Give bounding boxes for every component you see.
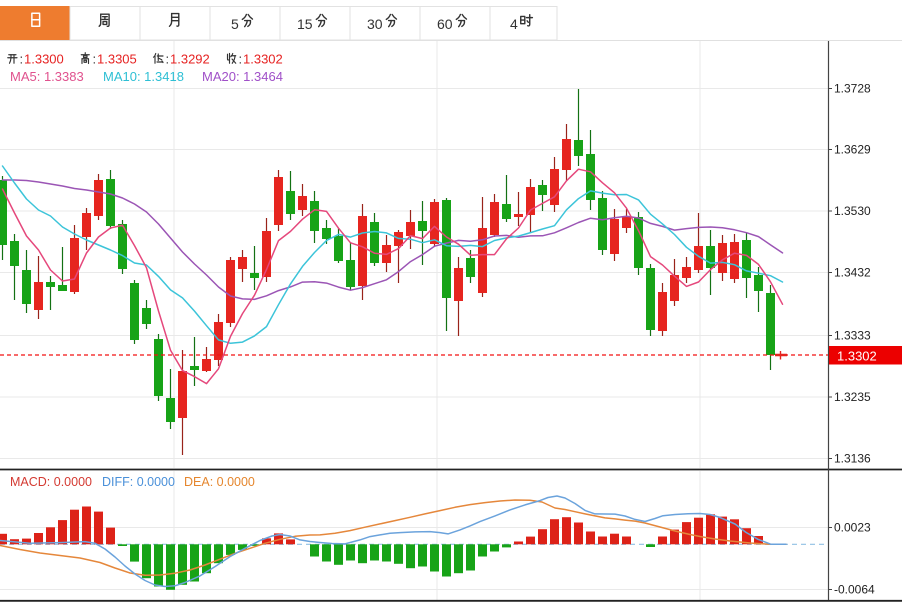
svg-text:DIFF: 0.0000: DIFF: 0.0000 — [102, 475, 175, 489]
svg-text:60: 60 — [437, 16, 453, 32]
svg-text:MA5: 1.3383: MA5: 1.3383 — [10, 69, 84, 84]
svg-text::: : — [20, 52, 24, 67]
svg-text:1.3136: 1.3136 — [834, 452, 871, 466]
svg-text:MA20: 1.3464: MA20: 1.3464 — [202, 69, 283, 84]
svg-text:1.3305: 1.3305 — [97, 52, 137, 67]
svg-text:1.3728: 1.3728 — [834, 82, 871, 96]
svg-text::: : — [93, 52, 97, 67]
svg-text:DEA: 0.0000: DEA: 0.0000 — [184, 475, 255, 489]
svg-text::: : — [239, 52, 243, 67]
svg-text:1.3629: 1.3629 — [834, 143, 871, 157]
svg-text:MA10: 1.3418: MA10: 1.3418 — [103, 69, 184, 84]
svg-text:1.3302: 1.3302 — [243, 52, 283, 67]
svg-text:5: 5 — [231, 16, 239, 32]
svg-text:1.3530: 1.3530 — [834, 204, 871, 218]
svg-text:-0.0064: -0.0064 — [834, 583, 875, 597]
svg-text:1.3333: 1.3333 — [834, 329, 871, 343]
svg-text:1.3300: 1.3300 — [24, 52, 64, 67]
svg-text:1.3432: 1.3432 — [834, 266, 871, 280]
svg-text:1.3302: 1.3302 — [837, 349, 877, 364]
svg-text:MACD: 0.0000: MACD: 0.0000 — [10, 475, 92, 489]
svg-text:30: 30 — [367, 16, 383, 32]
svg-text:0.0023: 0.0023 — [834, 521, 871, 535]
svg-text::: : — [166, 52, 170, 67]
svg-text:15: 15 — [297, 16, 313, 32]
svg-text:4: 4 — [510, 16, 518, 32]
svg-text:1.3235: 1.3235 — [834, 390, 871, 404]
svg-text:1.3292: 1.3292 — [170, 52, 210, 67]
